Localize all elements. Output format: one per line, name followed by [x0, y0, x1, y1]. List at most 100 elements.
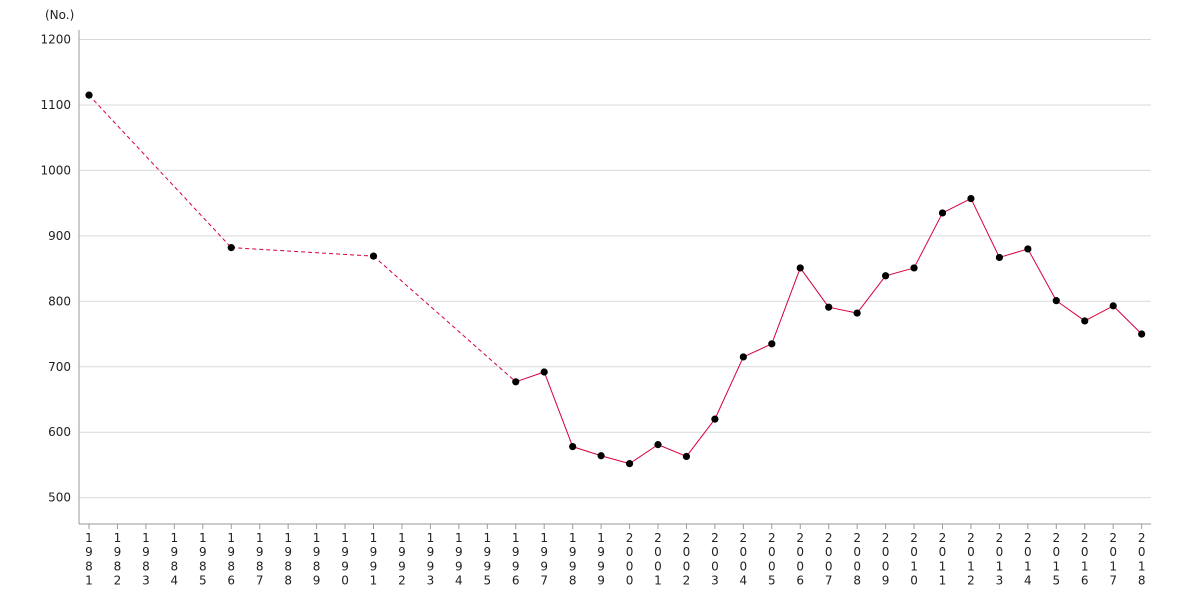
line-segment	[856, 275, 886, 314]
data-points	[85, 91, 1146, 468]
line-segment	[771, 267, 801, 345]
line-segment	[543, 371, 574, 447]
data-point	[597, 452, 605, 460]
line-segment	[885, 267, 915, 277]
data-point	[853, 309, 861, 317]
y-tick-label: 600	[48, 425, 71, 439]
y-tick-label: 1000	[40, 163, 71, 177]
data-point	[1138, 330, 1146, 338]
grid-lines	[79, 39, 1151, 499]
data-point	[995, 253, 1004, 262]
x-tick-labels: 1 9 8 1 1 9 8 2 1 9 8 3 1 9 8 4 1 9 8 5 1 9 8 6 1 9 8 7 1 9 8 8 1 9 8 9 1 9 9 0…	[85, 531, 1145, 588]
data-point	[967, 194, 975, 203]
data-point	[910, 264, 918, 272]
line-segment	[572, 446, 602, 457]
line-segment	[629, 444, 659, 465]
data-point	[85, 91, 93, 99]
line-segment	[88, 94, 232, 248]
line-segment	[970, 198, 1000, 258]
data-point	[739, 353, 747, 361]
line-segment	[373, 255, 517, 383]
line-segment	[1084, 305, 1114, 322]
line-segment	[515, 371, 545, 383]
line-segment	[1112, 305, 1143, 335]
data-point	[796, 264, 804, 272]
line-segment	[1027, 248, 1057, 301]
line-segment	[743, 343, 773, 358]
y-tick-label: 700	[48, 360, 71, 374]
y-tick-label: 500	[48, 491, 71, 505]
line-segment	[999, 248, 1028, 258]
y-tick-label: 900	[48, 229, 71, 243]
data-point	[369, 252, 378, 260]
y-tick-labels: 500 600 700 800 900 1000 1100 1200	[40, 33, 71, 505]
data-point	[625, 460, 634, 468]
line-segment	[1056, 300, 1086, 322]
series-line	[88, 94, 1143, 465]
data-point	[882, 272, 890, 280]
data-point	[540, 368, 548, 376]
line-segment	[600, 455, 630, 465]
data-point	[654, 441, 662, 449]
data-point	[1081, 317, 1089, 325]
y-tick-label: 1200	[40, 33, 71, 47]
line-segment	[231, 247, 374, 257]
line-segment	[942, 198, 972, 214]
line-segment	[686, 418, 716, 457]
y-tick-label: 800	[48, 294, 71, 308]
line-segment	[657, 444, 687, 457]
data-point	[1024, 245, 1032, 253]
line-segment	[799, 267, 830, 308]
line-segment	[913, 212, 943, 269]
data-point	[512, 378, 520, 386]
data-point	[825, 303, 833, 311]
data-point	[1052, 297, 1060, 305]
data-point	[768, 340, 776, 348]
data-point	[227, 244, 235, 252]
line-segment	[714, 356, 744, 420]
y-axis-unit-label: (No.)	[45, 8, 74, 22]
data-point	[1109, 302, 1117, 310]
data-point	[938, 209, 947, 217]
line-segment	[828, 306, 858, 314]
data-point	[711, 415, 719, 423]
